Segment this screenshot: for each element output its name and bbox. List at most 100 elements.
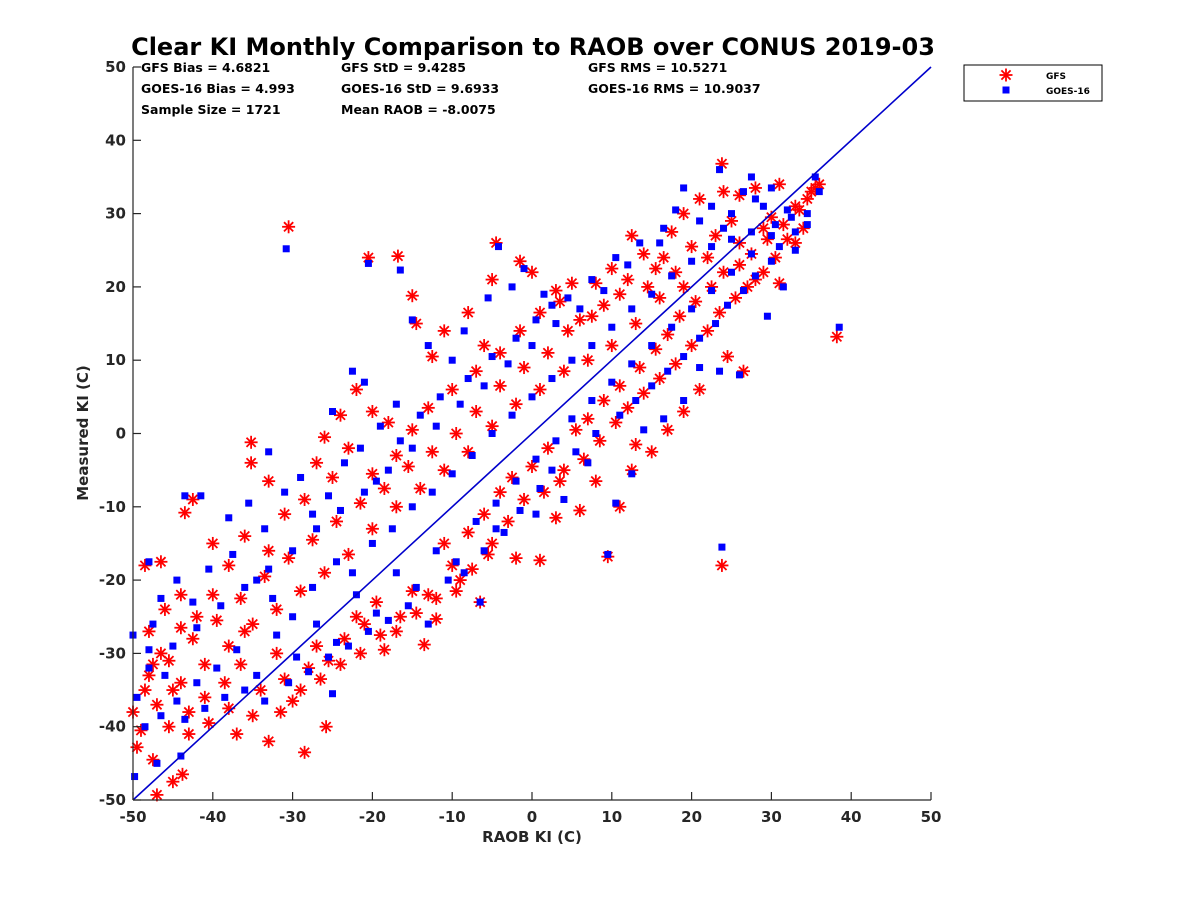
goes-16-point — [285, 679, 293, 687]
goes-16-point — [835, 323, 843, 331]
goes-16-point — [728, 235, 735, 243]
gfs-point-stroke — [335, 659, 346, 670]
goes-16-point — [660, 415, 668, 423]
gfs-point — [329, 514, 343, 528]
goes-16-point — [265, 565, 273, 573]
gfs-point — [298, 745, 312, 759]
goes-16-point — [728, 268, 735, 276]
goes-16-point — [305, 668, 313, 676]
gfs-point — [425, 445, 439, 459]
legend-gfs-asterisk-stroke — [1000, 69, 1012, 81]
goes-16-point — [763, 312, 771, 320]
gfs-point-stroke — [750, 182, 761, 194]
goes-16-point — [392, 569, 400, 577]
gfs-point-stroke — [774, 278, 785, 289]
gfs-point-stroke — [550, 285, 562, 296]
goes-16-point — [680, 184, 688, 192]
goes-16-point — [512, 477, 520, 485]
gfs-point-stroke — [438, 325, 450, 337]
gfs-point-stroke — [650, 263, 661, 274]
gfs-point-stroke — [295, 585, 306, 597]
gfs-point-stroke — [367, 406, 378, 417]
gfs-point-stroke — [478, 508, 490, 520]
gfs-point-stroke — [598, 299, 610, 311]
goes-16-point — [548, 301, 556, 309]
gfs-point-stroke — [534, 307, 546, 318]
gfs-point — [353, 646, 367, 660]
gfs-point — [298, 492, 312, 506]
gfs-point-stroke — [319, 567, 330, 579]
gfs-point-stroke — [606, 263, 618, 274]
gfs-point — [210, 613, 224, 627]
gfs-point-stroke — [510, 398, 522, 410]
y-tick-label: 10 — [105, 351, 126, 369]
goes-16-point — [173, 697, 181, 705]
gfs-point — [509, 397, 523, 411]
gfs-point — [485, 273, 499, 287]
stat-mean-raob: Mean RAOB = -8.0075 — [341, 102, 496, 117]
goes-16-point — [432, 547, 440, 555]
gfs-point-stroke — [419, 639, 430, 650]
gfs-point-stroke — [411, 318, 422, 329]
gfs-point-stroke — [690, 296, 701, 307]
gfs-point — [597, 298, 611, 312]
gfs-point — [605, 262, 619, 276]
goes-16-point — [600, 287, 608, 295]
gfs-point-stroke — [726, 215, 737, 227]
gfs-point-stroke — [598, 395, 610, 406]
gfs-point — [597, 394, 611, 408]
goes-16-point — [404, 602, 412, 610]
gfs-point — [613, 379, 627, 393]
goes-16-point — [424, 342, 432, 350]
gfs-point — [158, 602, 172, 616]
gfs-point-stroke — [718, 267, 729, 278]
goes-16-point — [408, 444, 416, 452]
goes-16-point — [340, 459, 348, 467]
gfs-point-stroke — [155, 556, 167, 568]
gfs-point — [453, 573, 467, 587]
gfs-point-stroke — [790, 201, 801, 212]
gfs-point — [573, 313, 587, 327]
goes-16-point — [157, 712, 165, 720]
gfs-point-stroke — [359, 618, 370, 630]
chart-title: Clear KI Monthly Comparison to RAOB over… — [131, 33, 935, 61]
goes-16-point — [696, 334, 704, 342]
goes-16-point — [488, 353, 496, 361]
gfs-point-stroke — [427, 351, 438, 362]
gfs-point-stroke — [339, 633, 350, 644]
gfs-point-stroke — [199, 692, 211, 703]
gfs-point — [469, 405, 483, 419]
goes-16-point — [229, 550, 237, 558]
goes-16-point — [282, 245, 290, 253]
gfs-point-stroke — [259, 571, 270, 582]
gfs-point-stroke — [411, 607, 422, 619]
gfs-point — [625, 229, 639, 243]
gfs-point — [409, 606, 423, 620]
gfs-point — [421, 401, 435, 415]
goes-16-point — [476, 598, 484, 606]
goes-16-point — [739, 287, 747, 295]
gfs-point-stroke — [367, 523, 378, 535]
gfs-point — [533, 306, 547, 320]
gfs-point — [437, 463, 451, 477]
gfs-point-stroke — [271, 648, 282, 659]
gfs-point — [202, 716, 216, 730]
stat-sample-size: Sample Size = 1721 — [141, 102, 281, 117]
gfs-point — [353, 496, 367, 510]
gfs-point — [621, 401, 635, 415]
goes-16-point — [193, 679, 201, 687]
gfs-point-stroke — [486, 538, 498, 549]
goes-16-point — [564, 294, 572, 302]
goes-16-point — [289, 613, 297, 621]
goes-16-point — [261, 697, 269, 705]
gfs-point — [689, 295, 703, 309]
gfs-point-stroke — [311, 640, 322, 652]
gfs-point — [715, 558, 729, 572]
x-tick-label: 0 — [527, 808, 537, 826]
gfs-point-stroke — [654, 292, 665, 304]
gfs-point — [377, 643, 391, 657]
gfs-point — [549, 284, 563, 298]
gfs-point — [693, 383, 707, 397]
goes-16-point — [408, 316, 416, 324]
stat-goes-rms: GOES-16 RMS = 10.9037 — [588, 81, 761, 96]
